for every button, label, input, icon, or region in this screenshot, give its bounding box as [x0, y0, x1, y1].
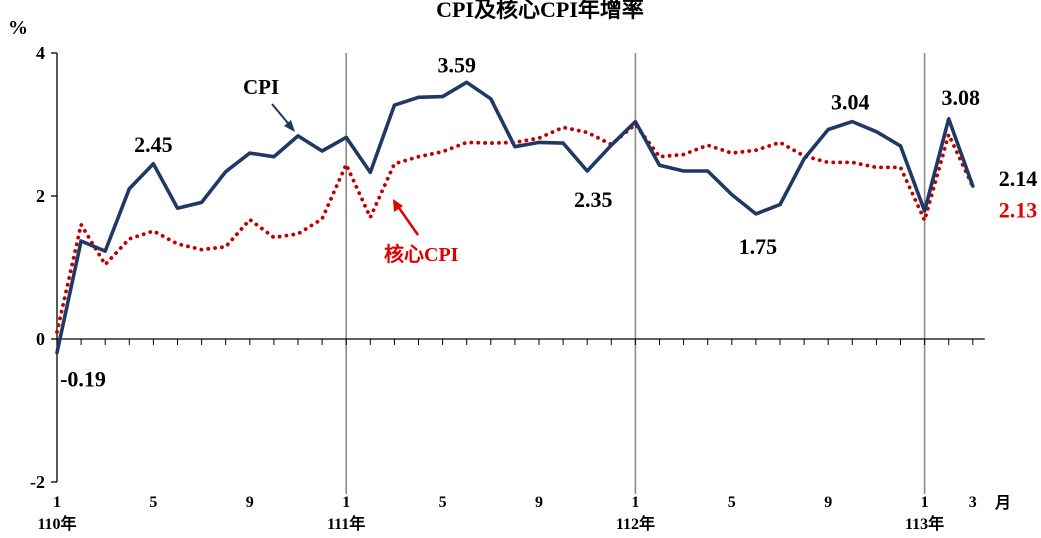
cpi-data-label: 1.75	[739, 234, 778, 259]
y-axis-ticks: -2 0 2 4	[30, 43, 57, 492]
x-tick-label: 5	[728, 494, 736, 511]
cpi-annotation-arrowhead	[284, 120, 295, 132]
x-tick-label: 1	[342, 494, 350, 511]
x-tick-label: 1	[921, 494, 929, 511]
data-labels: -0.19 2.45 3.59 2.35 1.75 3.04 3.08 2.14 2.13	[60, 52, 1037, 391]
year-dividers	[345, 53, 926, 494]
cpi-annotation-text: CPI	[243, 75, 279, 99]
x-tick-label: 3	[969, 494, 977, 511]
cpi-data-label: 2.35	[574, 187, 613, 212]
year-label: 113年	[905, 514, 944, 533]
cpi-annotation: CPI	[243, 75, 295, 132]
x-tick-label: 1	[631, 494, 639, 511]
series-layer	[55, 80, 975, 355]
y-tick-label: 2	[36, 186, 45, 206]
x-tick-label: 9	[824, 494, 832, 511]
cpi-data-label: -0.19	[60, 367, 106, 392]
year-label: 112年	[616, 514, 655, 533]
chart-title: CPI及核心CPI年增率	[436, 0, 644, 22]
y-tick-label: 4	[36, 43, 45, 63]
x-tick-label: 9	[246, 494, 254, 511]
cpi-data-label: 3.59	[437, 52, 476, 77]
cpi-data-label: 3.04	[831, 90, 870, 115]
cpi-data-label: 2.45	[134, 132, 173, 157]
y-tick-label: 0	[36, 329, 45, 349]
x-tick-label: 1	[53, 494, 61, 511]
core-cpi-series-line	[55, 122, 975, 334]
cpi-data-label: 2.14	[999, 166, 1038, 191]
cpi-data-label: 3.08	[941, 85, 980, 110]
year-label: 111年	[327, 514, 365, 533]
y-axis-unit-label: %	[8, 17, 28, 39]
axes	[56, 53, 985, 482]
core-cpi-annotation-arrow	[395, 204, 420, 236]
cpi-series-line	[55, 80, 975, 355]
core-cpi-annotation-arrowhead	[393, 199, 403, 212]
core-cpi-annotation: 核心CPI	[384, 199, 459, 266]
year-label: 110年	[37, 514, 76, 533]
x-axis-unit-label: 月	[994, 494, 1011, 512]
core-cpi-annotation-text: 核心CPI	[384, 242, 459, 266]
x-tick-label: 5	[149, 494, 157, 511]
y-tick-label: -2	[30, 472, 45, 492]
core-cpi-data-label: 2.13	[999, 198, 1038, 223]
x-tick-label: 5	[439, 494, 447, 511]
x-tick-label: 9	[535, 494, 543, 511]
